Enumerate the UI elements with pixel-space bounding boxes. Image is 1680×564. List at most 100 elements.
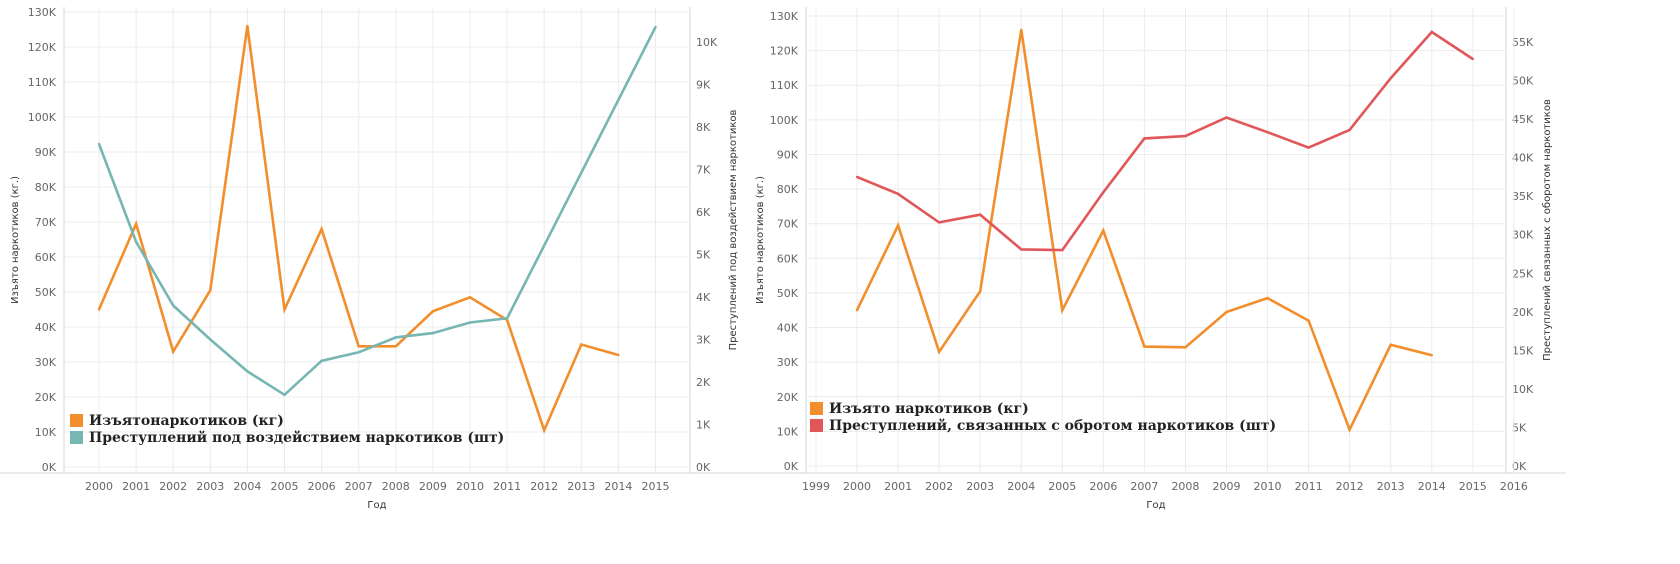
right-series-1-point: [855, 175, 859, 179]
left-series-0-point: [134, 222, 138, 225]
left-series-1-point: [97, 142, 101, 146]
left-series-1-point: [505, 317, 509, 320]
right-right-tick-label: 40K: [1512, 152, 1534, 165]
right-series-1-point: [1184, 134, 1187, 138]
left-x-tick-label: 2006: [308, 480, 336, 493]
right-x-tick-label: 2009: [1213, 480, 1241, 493]
right-left-tick-label: 90K: [777, 148, 799, 161]
left-x-tick-label: 2011: [493, 480, 521, 493]
right-left-tick-label: 30K: [777, 356, 799, 369]
left-series-1-point: [172, 304, 175, 307]
left-x-tick-label: 2007: [345, 480, 373, 493]
right-x-tick-label: 2012: [1336, 480, 1364, 493]
left-series-1-point: [394, 336, 397, 339]
left-legend-swatch-0: [70, 414, 83, 427]
right-right-tick-label: 30K: [1512, 229, 1534, 242]
right-series-0-point: [937, 350, 941, 353]
right-left-tick-label: 110K: [770, 79, 799, 92]
right-series-1-point: [896, 192, 900, 196]
left-legend-swatch-1: [70, 431, 83, 444]
right-x-tick-label: 2010: [1254, 480, 1282, 493]
left-series-0-point: [283, 308, 286, 311]
left-x-tick-label: 2013: [567, 480, 595, 493]
left-left-tick-label: 30K: [35, 356, 57, 369]
left-series-0-point: [580, 343, 583, 346]
left-right-tick-label: 9K: [696, 79, 711, 92]
right-left-tick-label: 50K: [777, 287, 799, 300]
left-right-tick-label: 6K: [696, 206, 711, 219]
right-x-tick-label: 2006: [1089, 480, 1117, 493]
left-series-0-point: [617, 353, 620, 357]
chart-left: 0K 10K 20K 30K 40K 50K 60K 70K 80K 90K 100K 110K 120…: [0, 0, 750, 564]
left-left-tick-label: 20K: [35, 391, 57, 404]
right-x-tick-label: 2003: [966, 480, 994, 493]
right-right-tick-label: 50K: [1512, 75, 1534, 88]
chart-right-svg: 0K 10K 20K 30K 40K 50K 60K 70K 80K 90K 100K 110K 120…: [750, 7, 1566, 511]
left-left-tick-label: 40K: [35, 321, 57, 334]
left-left-tick-label: 130K: [28, 6, 57, 19]
left-left-tick-label: 0K: [42, 461, 57, 474]
right-left-tick-label: 60K: [777, 252, 799, 265]
right-series-1-point: [1020, 248, 1023, 251]
right-x-tick-label: 2001: [884, 480, 912, 493]
right-series-1-point: [1471, 57, 1474, 61]
right-series-0-point: [1061, 309, 1064, 312]
left-series-1-point: [320, 359, 323, 362]
left-series-1-point: [357, 351, 360, 354]
left-series-1-point: [283, 393, 286, 396]
left-x-tick-label: 2005: [271, 480, 299, 493]
left-series-0-point: [97, 308, 101, 311]
right-series-1-point: [937, 221, 941, 224]
left-right-tick-label: 2K: [696, 376, 711, 389]
right-x-tick-label: 2000: [843, 480, 871, 493]
right-series-1-point: [1102, 191, 1105, 194]
left-series-1-point: [431, 331, 435, 335]
left-y-axis-title-right: Преступлений под воздействием наркотиков: [728, 109, 739, 350]
left-series-0-point: [172, 350, 175, 353]
right-x-tick-label: 2013: [1377, 480, 1405, 493]
left-right-tick-label: 3K: [696, 334, 711, 347]
right-x-tick-label: 2002: [925, 480, 953, 493]
left-legend-label-1: Преступлений под воздействием наркотиков…: [89, 429, 504, 446]
right-series-0-point: [1020, 28, 1023, 32]
right-series-0-point: [1184, 346, 1187, 349]
left-series-1-point: [134, 240, 138, 243]
right-x-tick-label: 2008: [1171, 480, 1199, 493]
left-x-tick-label: 2014: [604, 480, 632, 493]
right-series-1-point: [1430, 30, 1433, 34]
right-series-1-point: [1061, 248, 1064, 252]
right-series-1-point: [1307, 146, 1310, 149]
left-left-tick-label: 10K: [35, 426, 57, 439]
left-series-0-point: [246, 24, 249, 28]
left-series-0-point: [468, 296, 472, 299]
left-x-tick-label: 2002: [159, 480, 187, 493]
left-series-1-point: [654, 25, 657, 29]
left-y-axis-title-left: Изъято наркотиков (кг.): [10, 176, 21, 304]
right-right-tick-label: 10K: [1512, 383, 1534, 396]
right-right-tick-label: 55K: [1512, 36, 1534, 49]
right-left-tick-label: 130K: [770, 10, 799, 23]
right-left-tick-label: 80K: [777, 183, 799, 196]
right-left-tick-label: 70K: [777, 218, 799, 231]
right-x-axis-title: Год: [1146, 500, 1165, 511]
right-legend-swatch-1: [810, 419, 823, 432]
right-left-tick-label: 40K: [777, 322, 799, 335]
left-left-tick-label: 70K: [35, 216, 57, 229]
right-y-axis-title-left: Изъято наркотиков (кг.): [755, 176, 766, 304]
right-x-tick-label: 2016: [1500, 480, 1528, 493]
right-left-tick-label: 10K: [777, 425, 799, 438]
left-x-tick-label: 2009: [419, 480, 447, 493]
right-series-0-point: [979, 289, 982, 293]
right-series-0-point: [1102, 229, 1105, 232]
right-x-tick-label: 2004: [1007, 480, 1035, 493]
right-series-1-point: [979, 213, 982, 216]
right-right-tick-label: 20K: [1512, 306, 1534, 319]
right-legend-swatch-0: [810, 402, 823, 415]
left-right-tick-label: 7K: [696, 164, 711, 177]
left-series-0-point: [431, 310, 435, 313]
right-series-0-point: [1430, 354, 1433, 357]
left-legend-label-0: Изъятонаркотиков (кг): [89, 413, 284, 429]
right-right-tick-label: 5K: [1512, 421, 1527, 434]
right-right-tick-label: 25K: [1512, 267, 1534, 280]
right-series-0-point: [1307, 319, 1310, 322]
